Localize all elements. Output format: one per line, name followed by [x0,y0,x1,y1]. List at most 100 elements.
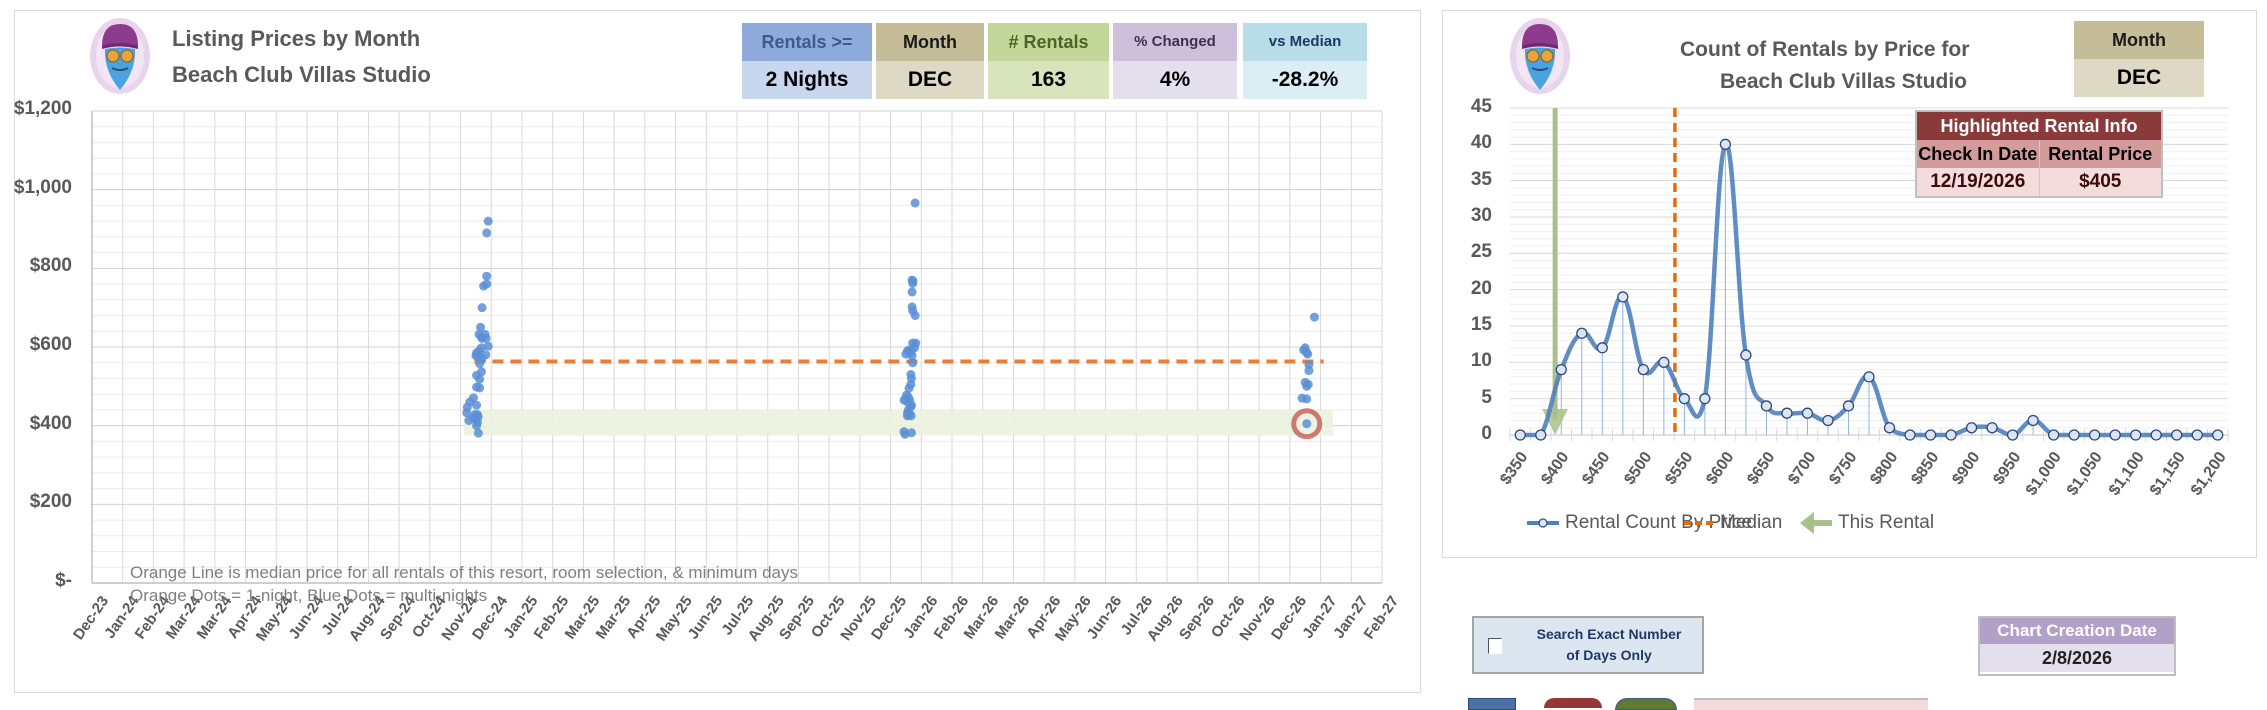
left-chart-title: Listing Prices by Month [172,26,421,51]
exact-days-checkbox-group[interactable]: Search Exact Number of Days Only [1472,616,1704,674]
data-point[interactable] [1719,138,1732,150]
price-dot[interactable] [473,428,483,438]
right-month-tile: Month DEC [2074,21,2204,97]
data-point[interactable] [2150,429,2162,441]
data-point[interactable] [1965,422,1978,434]
data-point[interactable] [1986,422,1998,434]
data-point[interactable] [1596,342,1608,354]
genie-logo-icon [1510,18,1570,94]
data-point[interactable] [2068,429,2080,441]
price-dot[interactable] [464,416,474,426]
price-dot[interactable] [472,400,482,410]
rental-price-label: Rental Price [2038,140,2161,168]
median-note: Orange Line is median price for all rent… [130,563,798,582]
listing-prices-panel [14,10,1421,693]
price-dot[interactable] [1302,381,1312,391]
y-tick-label: 0 [1481,423,1492,444]
highlighted-rental-ring[interactable] [1291,408,1323,440]
data-point[interactable] [1617,291,1629,303]
check-in-date-label: Check In Date [1917,140,2039,168]
data-point[interactable] [1699,393,1711,405]
price-dot[interactable] [907,287,917,297]
price-dot[interactable] [1309,312,1319,322]
data-point[interactable] [1760,400,1773,412]
rental-count-line-chart [1509,107,2229,441]
price-dot[interactable] [481,350,491,360]
kpi-label: Rentals >= [742,23,872,61]
data-point[interactable] [1945,429,1957,441]
data-point[interactable] [1555,363,1567,376]
chart-creation-date-label: Chart Creation Date [1980,618,2174,644]
data-point[interactable] [2047,429,2060,441]
data-point[interactable] [2109,429,2121,441]
data-point[interactable] [2212,429,2224,441]
y-tick-label: 5 [1481,386,1492,408]
data-point[interactable] [1781,407,1793,419]
green-action-button[interactable] [1615,698,1677,710]
price-dot[interactable] [908,278,918,288]
data-point[interactable] [2027,414,2039,427]
data-point[interactable] [2191,429,2203,441]
legend-median: Median [1684,512,1782,534]
y-tick-label: $1,000 [13,176,72,198]
kpi-value: 4% [1113,61,1237,99]
exact-days-checkbox[interactable] [1488,638,1502,654]
data-point[interactable] [2006,429,2019,441]
legend-line-marker-icon [1527,518,1559,528]
month-tile-label: Month [2074,21,2204,59]
price-dot[interactable] [482,228,492,238]
price-dot[interactable] [910,311,920,321]
price-highlight-band [463,409,1333,436]
y-tick-label: 45 [1470,96,1492,117]
data-point[interactable] [1863,371,1875,383]
price-dot[interactable] [1302,419,1312,429]
kpi-value: 2 Nights [742,61,872,99]
data-point[interactable] [1904,429,1916,441]
price-dot[interactable] [472,421,482,431]
data-point[interactable] [2089,429,2101,441]
data-point[interactable] [2130,429,2142,441]
y-tick-label: 15 [1470,314,1492,335]
price-dot[interactable] [906,411,916,421]
data-point[interactable] [1514,429,1526,441]
data-point[interactable] [1822,414,1834,427]
legend-this-rental: This Rental [1800,510,1934,536]
price-dot[interactable] [475,359,485,369]
price-dot[interactable] [479,281,489,291]
price-dot[interactable] [1303,349,1313,359]
y-tick-label: $- [55,570,72,591]
price-dot[interactable] [1304,366,1314,376]
price-dot[interactable] [475,374,485,384]
data-point[interactable] [1637,363,1649,376]
y-tick-label: $400 [29,412,72,434]
price-dot[interactable] [477,303,487,313]
price-dot[interactable] [910,198,920,208]
data-point[interactable] [1658,356,1670,368]
data-point[interactable] [1924,429,1937,441]
listing-prices-scatter-chart [91,110,1383,584]
price-dot[interactable] [483,341,493,351]
price-dot[interactable] [908,358,918,368]
data-point[interactable] [1883,422,1896,434]
price-dot[interactable] [483,216,493,226]
price-dot[interactable] [482,271,492,281]
price-dot[interactable] [1302,394,1312,404]
data-point[interactable] [1535,429,1547,441]
data-point[interactable] [1842,400,1855,412]
blue-action-button[interactable] [1468,698,1516,710]
price-dot[interactable] [475,383,485,393]
data-point[interactable] [1801,407,1814,419]
data-point[interactable] [1678,393,1691,405]
legend-arrow-left-icon [1800,512,1832,534]
y-tick-label: $200 [29,491,72,513]
price-dot[interactable] [901,349,911,359]
price-dot[interactable] [906,428,916,438]
red-action-button[interactable] [1544,698,1602,708]
data-point[interactable] [1576,327,1588,339]
price-dot[interactable] [462,408,472,418]
pink-info-box [1694,698,1928,710]
data-point[interactable] [1740,349,1752,361]
price-dot[interactable] [476,322,486,332]
data-point[interactable] [2171,429,2183,441]
price-dot[interactable] [481,333,491,343]
